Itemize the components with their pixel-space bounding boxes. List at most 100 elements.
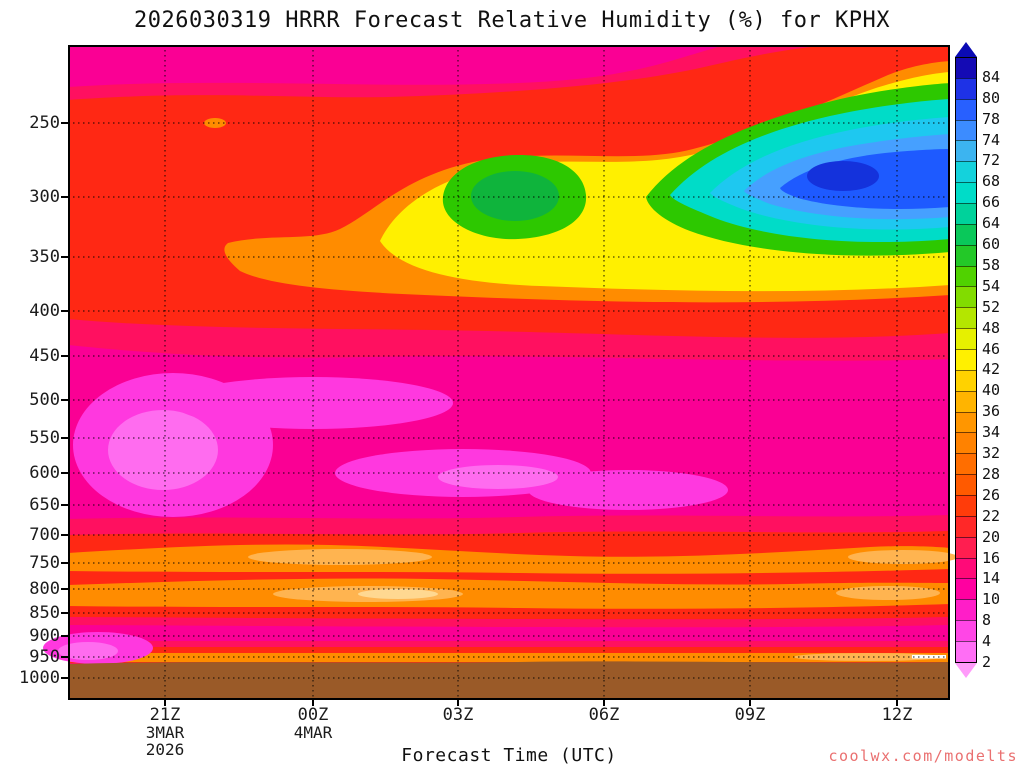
colorbar-segment xyxy=(956,58,976,78)
x-tick-label: 21Z xyxy=(149,705,181,725)
colorbar-segment xyxy=(956,307,976,329)
colorbar-segment xyxy=(956,77,976,99)
colorbar xyxy=(955,57,977,663)
colorbar-segment xyxy=(956,369,976,391)
y-tick-label: 400 xyxy=(29,301,60,321)
chart-title: 2026030319 HRRR Forecast Relative Humidi… xyxy=(134,8,890,33)
y-tick-label: 950 xyxy=(29,647,60,667)
x-date-label: 4MAR xyxy=(293,723,333,742)
upper-moist-layer xyxy=(68,45,950,361)
colorbar-segment xyxy=(956,599,976,621)
x-tick-label: 09Z xyxy=(734,705,766,725)
y-tick-label: 450 xyxy=(29,346,60,366)
colorbar-arrow-down-icon xyxy=(955,663,977,678)
y-tick-label: 500 xyxy=(29,390,60,410)
colorbar-segment xyxy=(956,495,976,516)
colorbar-segment xyxy=(956,119,976,141)
colorbar-segment xyxy=(956,474,976,496)
colorbar-tick-label: 40 xyxy=(982,381,1001,400)
y-tick-label: 550 xyxy=(29,428,60,448)
colorbar-tick-label: 74 xyxy=(982,130,1001,149)
y-tick-label: 750 xyxy=(29,553,60,573)
colorbar-segment xyxy=(956,411,976,433)
y-tick-label: 1000 xyxy=(19,668,60,688)
colorbar-segment xyxy=(956,98,976,120)
colorbar-segment xyxy=(956,349,976,370)
axis-ticks xyxy=(61,122,898,706)
x-axis-title: Forecast Time (UTC) xyxy=(401,745,617,766)
colorbar-tick-label: 58 xyxy=(982,255,1001,274)
colorbar-segment xyxy=(956,244,976,266)
colorbar-tick-label: 68 xyxy=(982,172,1001,191)
grid-lines xyxy=(68,45,950,700)
colorbar-segment xyxy=(956,182,976,204)
y-tick-label: 850 xyxy=(29,603,60,623)
colorbar-segment xyxy=(956,223,976,245)
y-tick-label: 350 xyxy=(29,247,60,267)
x-year-label: 2026 xyxy=(145,740,185,759)
colorbar-tick-label: 28 xyxy=(982,464,1001,483)
colorbar-tick-label: 32 xyxy=(982,444,1001,463)
colorbar-segments xyxy=(956,58,976,662)
colorbar-tick-label: 60 xyxy=(982,235,1001,254)
colorbar-tick-label: 80 xyxy=(982,88,1001,107)
colorbar-tick-label: 8 xyxy=(982,611,992,630)
colorbar-segment xyxy=(956,536,976,558)
y-tick-label: 900 xyxy=(29,626,60,646)
colorbar-tick-label: 34 xyxy=(982,423,1001,442)
colorbar-tick-label: 22 xyxy=(982,506,1001,525)
colorbar-tick-label: 16 xyxy=(982,548,1001,567)
colorbar-tick-label: 84 xyxy=(982,67,1001,86)
colorbar-segment xyxy=(956,140,976,162)
colorbar-segment xyxy=(956,265,976,287)
colorbar-segment xyxy=(956,453,976,475)
colorbar-tick-label: 72 xyxy=(982,151,1001,170)
y-tick-label: 600 xyxy=(29,463,60,483)
colorbar-tick-label: 66 xyxy=(982,193,1001,212)
watermark: coolwx.com/modelts xyxy=(828,747,1018,765)
colorbar-segment xyxy=(956,161,976,183)
colorbar-segment xyxy=(956,557,976,579)
contour-field xyxy=(43,45,958,706)
dry-patches xyxy=(73,373,728,517)
y-tick-label: 300 xyxy=(29,187,60,207)
colorbar-arrow-up-icon xyxy=(955,42,977,57)
colorbar-segment xyxy=(956,515,976,537)
colorbar-segment xyxy=(956,286,976,308)
colorbar-tick-label: 54 xyxy=(982,276,1001,295)
plot-area xyxy=(43,45,958,706)
colorbar-tick-label: 2 xyxy=(982,653,992,671)
y-tick-label: 250 xyxy=(29,113,60,133)
terrain-mask xyxy=(68,661,950,700)
colorbar-tick-label: 14 xyxy=(982,569,1001,588)
x-tick-label: 00Z xyxy=(297,705,329,725)
x-date-label: 3MAR xyxy=(145,723,185,742)
x-tick-label: 06Z xyxy=(588,705,620,725)
colorbar-tick-label: 52 xyxy=(982,297,1001,316)
plot-frame xyxy=(68,45,950,700)
colorbar-segment xyxy=(956,390,976,412)
colorbar-tick-label: 10 xyxy=(982,590,1001,609)
low-moist-layer xyxy=(68,515,958,628)
colorbar-tick-label: 48 xyxy=(982,318,1001,337)
colorbar-segment xyxy=(956,328,976,350)
colorbar-tick-label: 26 xyxy=(982,485,1001,504)
colorbar-segment xyxy=(956,578,976,600)
y-tick-label: 800 xyxy=(29,579,60,599)
colorbar-segment xyxy=(956,641,976,662)
colorbar-tick-label: 42 xyxy=(982,360,1001,379)
colorbar-tick-label: 46 xyxy=(982,339,1001,358)
y-tick-label: 650 xyxy=(29,495,60,515)
colorbar-tick-label: 20 xyxy=(982,527,1001,546)
colorbar-tick-label: 36 xyxy=(982,402,1001,421)
x-tick-label: 12Z xyxy=(881,705,913,725)
x-tick-label: 03Z xyxy=(442,705,474,725)
colorbar-segment xyxy=(956,203,976,224)
colorbar-segment xyxy=(956,620,976,642)
y-tick-label: 700 xyxy=(29,525,60,545)
colorbar-tick-label: 4 xyxy=(982,632,992,651)
colorbar-segment xyxy=(956,432,976,454)
colorbar-tick-label: 64 xyxy=(982,214,1001,233)
colorbar-tick-label: 78 xyxy=(982,109,1001,128)
